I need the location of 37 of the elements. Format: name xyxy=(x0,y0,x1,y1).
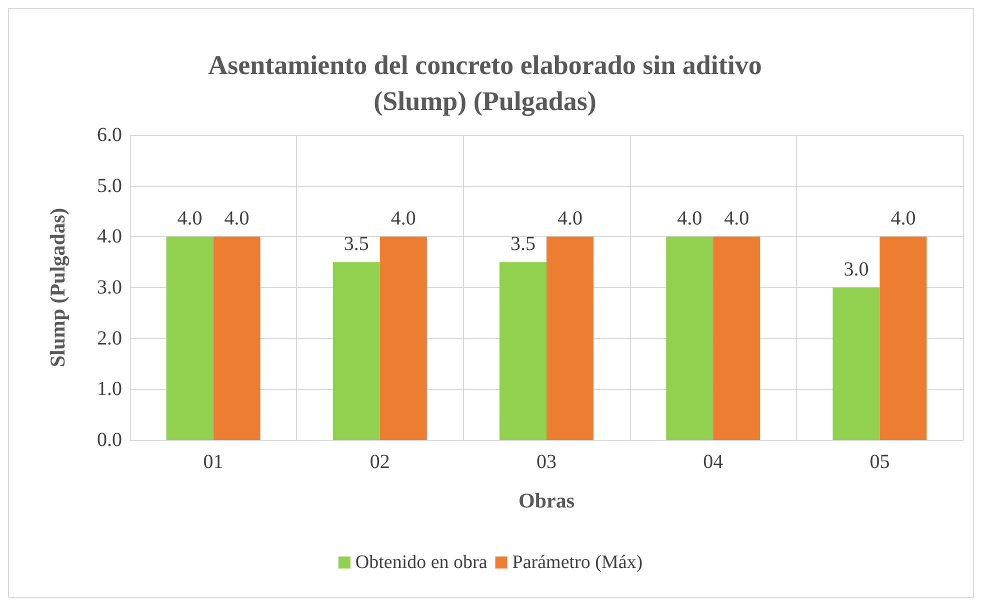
data-label: 4.0 xyxy=(890,208,916,230)
y-tick-label: 4.0 xyxy=(97,226,122,248)
x-axis-title: Obras xyxy=(518,488,575,512)
x-tick-label: 04 xyxy=(703,451,724,473)
data-label: 4.0 xyxy=(558,208,582,230)
data-label: 3.0 xyxy=(844,258,869,280)
x-tick-label: 03 xyxy=(536,451,556,473)
bar xyxy=(880,236,927,440)
y-tick-label: 0.0 xyxy=(97,429,122,451)
bar xyxy=(213,236,260,440)
bar xyxy=(666,236,714,440)
data-label: 4.0 xyxy=(390,208,416,230)
chart-title: Asentamiento del concreto elaborado sin aditivo (Slump) (Pulgadas) xyxy=(208,50,762,116)
y-tick-label: 3.0 xyxy=(97,276,122,298)
y-tick-label: 5.0 xyxy=(97,174,122,197)
y-axis-title: Slump (Pulgadas) xyxy=(46,208,70,368)
legend-label: Obtenido en obra xyxy=(355,552,488,573)
bar xyxy=(166,236,214,440)
y-tick-label: 6.0 xyxy=(97,124,122,146)
bar xyxy=(380,236,427,440)
bar xyxy=(546,236,594,440)
data-label: 4.0 xyxy=(724,208,750,230)
x-tick-label: 01 xyxy=(203,451,224,473)
x-tick-label: 05 xyxy=(870,451,890,473)
legend-label: Parámetro (Máx) xyxy=(512,552,643,573)
data-label: 3.5 xyxy=(510,233,536,256)
bar xyxy=(332,262,380,440)
y-tick-label: 2.0 xyxy=(97,327,122,350)
data-label: 3.5 xyxy=(344,233,369,256)
bar xyxy=(832,288,880,440)
y-tick-label: 1.0 xyxy=(97,378,122,400)
data-label: 4.0 xyxy=(177,208,202,230)
x-tick-label: 02 xyxy=(370,451,390,473)
data-label: 4.0 xyxy=(677,208,702,230)
bar xyxy=(500,262,546,440)
data-label: 4.0 xyxy=(224,208,250,230)
bar xyxy=(713,236,760,440)
